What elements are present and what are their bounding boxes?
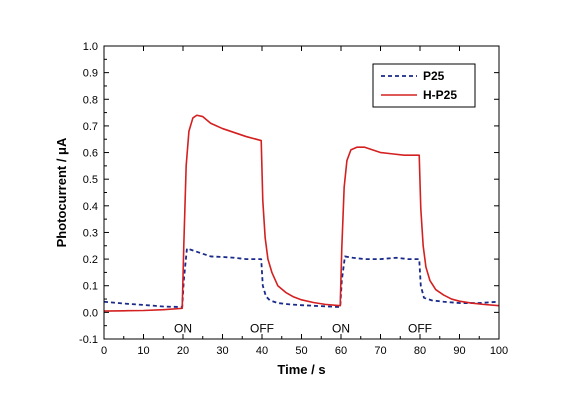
annotation-off: OFF [408, 321, 432, 335]
x-axis-title: Time / s [277, 362, 325, 377]
series-line-h-p25 [103, 114, 500, 312]
x-tick-label: 60 [335, 345, 347, 357]
annotation-off: OFF [250, 321, 274, 335]
x-tick-label: 10 [137, 345, 149, 357]
x-tick-label: 20 [177, 345, 189, 357]
annotations-layer: ON OFF ON OFF [174, 321, 432, 335]
series-line-p25 [103, 247, 500, 308]
x-tick-label: 40 [256, 345, 268, 357]
y-tick-label: 0.1 [83, 281, 98, 293]
x-tick-label: 0 [101, 345, 107, 357]
y-tick-label: 0.8 [83, 94, 98, 106]
legend-label-h-p25: H-P25 [423, 88, 457, 102]
y-tick-label: 0.7 [83, 121, 98, 133]
x-tick-label: 30 [216, 345, 228, 357]
x-tick-label: 70 [374, 345, 386, 357]
y-tick-label: 0.4 [83, 201, 98, 213]
annotation-on: ON [174, 321, 192, 335]
annotation-on: ON [332, 321, 350, 335]
legend: P25 H-P25 [372, 63, 476, 108]
y-tick-label: 0.6 [83, 148, 98, 160]
y-tick-label: -0.1 [79, 334, 98, 346]
x-tick-label: 100 [490, 345, 508, 357]
legend-label-p25: P25 [423, 69, 445, 83]
x-tick-label: 90 [453, 345, 465, 357]
x-tick-label: 80 [414, 345, 426, 357]
y-tick-label: 0.2 [83, 254, 98, 266]
y-tick-label: 0.5 [83, 174, 98, 186]
x-tick-label: 50 [295, 345, 307, 357]
ticks-layer: 0 10 20 30 40 50 60 70 80 90 100 -0.1 0.0 0.1 0.2 0.3 0.… [79, 41, 508, 357]
y-axis-title: Photocurrent / μA [54, 137, 69, 247]
legend-box [372, 63, 476, 108]
series-layer [103, 114, 500, 312]
y-tick-label: 0.3 [83, 227, 98, 239]
y-tick-label: 1.0 [83, 41, 98, 53]
y-tick-label: 0.9 [83, 68, 98, 80]
y-tick-label: 0.0 [83, 307, 98, 319]
